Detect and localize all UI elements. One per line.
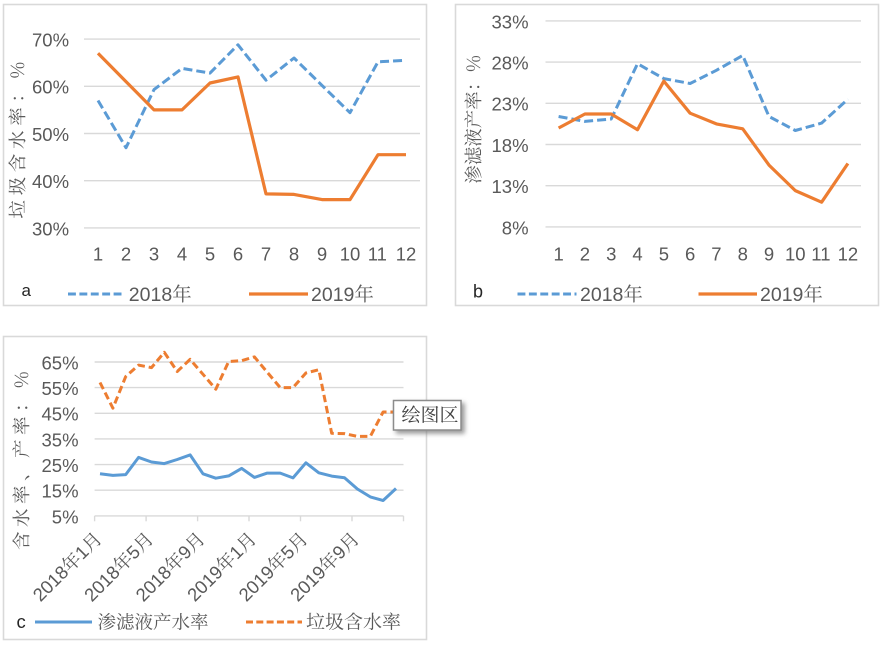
svg-text:12: 12 xyxy=(396,244,417,265)
svg-text:60%: 60% xyxy=(32,77,69,98)
svg-text:5: 5 xyxy=(122,541,144,563)
svg-text:1: 1 xyxy=(93,244,103,265)
svg-text:5%: 5% xyxy=(52,506,79,527)
svg-text:70%: 70% xyxy=(32,30,69,51)
svg-text:7: 7 xyxy=(711,244,721,265)
svg-text:15%: 15% xyxy=(42,481,79,502)
svg-text:4: 4 xyxy=(632,244,642,265)
svg-text:30%: 30% xyxy=(32,218,69,239)
svg-text:50%: 50% xyxy=(32,124,69,145)
svg-text:5: 5 xyxy=(659,244,669,265)
svg-text:8: 8 xyxy=(289,244,299,265)
svg-text:3: 3 xyxy=(149,244,159,265)
svg-text:10: 10 xyxy=(340,244,361,265)
svg-text:b: b xyxy=(473,282,483,302)
svg-text:9: 9 xyxy=(174,541,196,563)
svg-text:13%: 13% xyxy=(492,176,529,197)
svg-text:2019: 2019 xyxy=(311,284,354,306)
svg-text:2018: 2018 xyxy=(80,561,124,605)
svg-text:2019: 2019 xyxy=(760,284,803,306)
svg-text:25%: 25% xyxy=(42,455,79,476)
svg-text:4: 4 xyxy=(177,244,187,265)
svg-text:45%: 45% xyxy=(42,404,79,425)
svg-text:2018: 2018 xyxy=(131,561,175,605)
svg-text:11: 11 xyxy=(368,244,387,265)
svg-text:2: 2 xyxy=(121,244,131,265)
svg-text:65%: 65% xyxy=(42,352,79,373)
svg-text:2018: 2018 xyxy=(28,561,72,605)
svg-text:5: 5 xyxy=(277,541,299,563)
svg-text:2018: 2018 xyxy=(129,284,172,306)
svg-text:6: 6 xyxy=(685,244,695,265)
svg-text:6: 6 xyxy=(233,244,243,265)
svg-text:11: 11 xyxy=(811,244,830,265)
svg-text:35%: 35% xyxy=(42,429,79,450)
svg-text:7: 7 xyxy=(261,244,271,265)
svg-text:2018: 2018 xyxy=(580,284,623,306)
svg-text:2019: 2019 xyxy=(286,561,330,605)
svg-text:2019: 2019 xyxy=(234,561,278,605)
svg-text:28%: 28% xyxy=(492,53,529,74)
svg-text:8%: 8% xyxy=(502,217,529,238)
svg-text:33%: 33% xyxy=(492,11,529,32)
svg-text:3: 3 xyxy=(606,244,616,265)
svg-text:1: 1 xyxy=(225,541,247,563)
svg-text:18%: 18% xyxy=(492,135,529,156)
svg-text:55%: 55% xyxy=(42,378,79,399)
svg-text:a: a xyxy=(22,281,32,300)
svg-text:10: 10 xyxy=(785,244,806,265)
svg-text:2019: 2019 xyxy=(183,561,227,605)
svg-text:2: 2 xyxy=(580,244,590,265)
svg-text:5: 5 xyxy=(205,244,215,265)
svg-text:c: c xyxy=(17,611,26,632)
svg-text:8: 8 xyxy=(738,244,748,265)
svg-text:9: 9 xyxy=(764,244,774,265)
svg-text:40%: 40% xyxy=(32,171,69,192)
svg-text:12: 12 xyxy=(838,244,859,265)
svg-text:1: 1 xyxy=(71,541,93,563)
svg-text:1: 1 xyxy=(554,244,564,265)
svg-text:9: 9 xyxy=(317,244,327,265)
svg-text:9: 9 xyxy=(328,541,350,563)
svg-text:23%: 23% xyxy=(492,94,529,115)
